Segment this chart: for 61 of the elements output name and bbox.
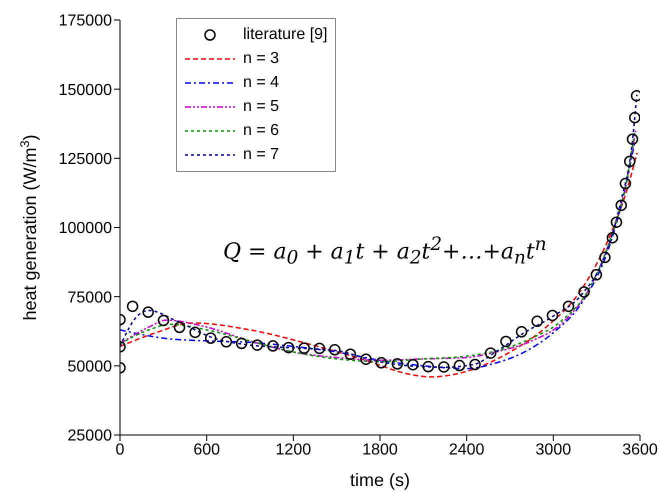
x-tick-label: 2400 [448,441,485,458]
point [267,340,279,352]
legend-label: n = 3 [243,50,280,68]
x-tick-label: 3000 [536,441,572,458]
x-tick-label: 1800 [362,441,398,458]
point [220,336,232,348]
point [392,358,404,370]
point [126,300,138,312]
point [236,338,248,350]
point [620,178,632,190]
text: Q = a$_{0}$ + a$_{1}$t + a$_{2}$t$^{2}$+…+a$_{n}$t$^{n}$ [223,234,546,269]
point [615,200,627,212]
point [314,342,326,354]
point [438,361,450,373]
point [624,156,636,168]
y-tick-label: 125000 [58,151,112,168]
legend-label: n = 4 [243,74,280,92]
x-tick-label: 0 [116,441,125,458]
x-tick-label: 600 [193,441,220,458]
point [516,326,528,338]
point [204,332,216,344]
x-tick-label: 1200 [276,441,312,458]
point [469,358,481,370]
point [454,360,466,372]
point [599,252,611,264]
point [610,216,622,228]
point [344,348,356,360]
point [376,357,388,369]
point [590,269,602,281]
legend-label: n = 7 [243,146,280,164]
legend-label: literature [9] [243,26,328,44]
point [251,339,263,351]
point [562,300,574,312]
point [484,347,496,359]
x-axis-title: time (s) [350,470,410,490]
point [629,112,640,124]
legend-label: n = 6 [243,122,280,140]
y-tick-label: 75000 [68,289,112,306]
point [422,360,434,372]
point [298,342,310,354]
point [174,322,186,334]
point [329,344,341,356]
point [531,316,543,328]
point [546,310,558,322]
point [606,232,618,244]
y-tick-label: 150000 [58,82,112,99]
point [578,286,590,298]
legend-label: n = 5 [243,98,280,116]
point [282,342,294,354]
point [142,306,154,318]
y-tick-label: 50000 [68,358,112,376]
point [407,358,419,370]
y-tick-label: 25000 [68,428,112,445]
y-tick-label: 100000 [58,220,112,238]
point [626,133,638,145]
point [360,353,372,365]
y-tick-label: 175000 [58,12,112,30]
x-tick-label: 3600 [622,441,658,458]
point [500,336,512,348]
point [158,314,170,326]
point [189,326,201,338]
